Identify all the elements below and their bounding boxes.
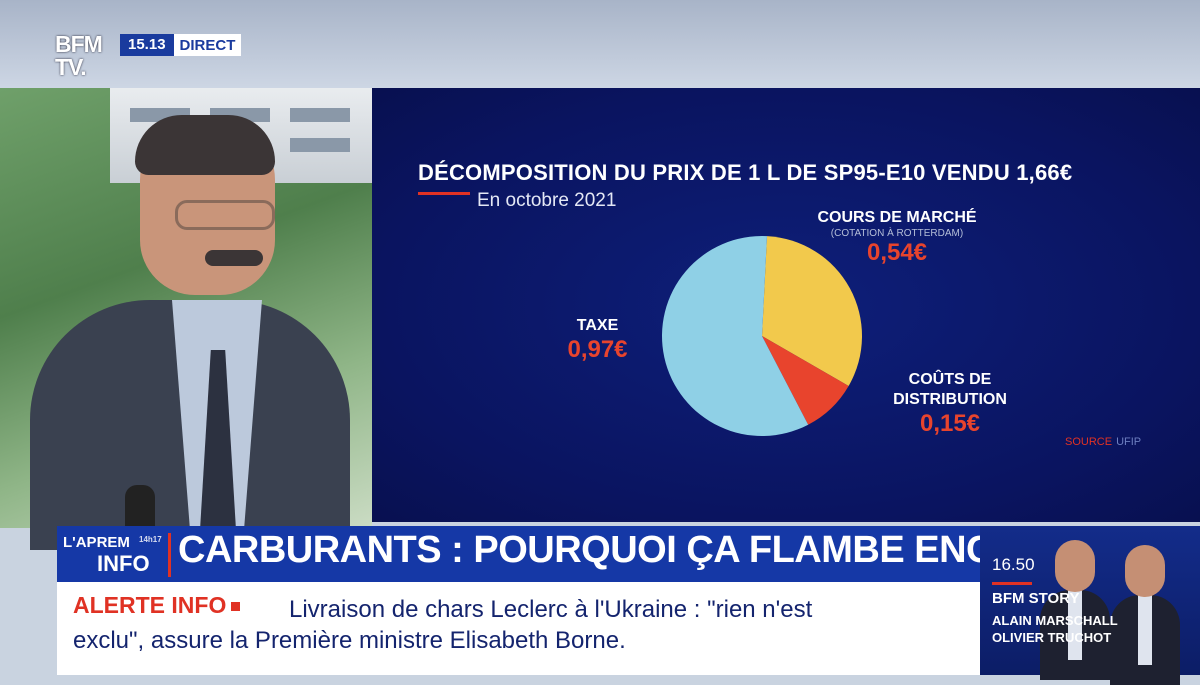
- presenter-hair: [135, 115, 275, 175]
- source-key: SOURCE: [1065, 436, 1113, 448]
- source-value: UFIP: [1116, 436, 1142, 448]
- label-distribution-line1: COÛTS DE: [908, 371, 992, 388]
- microphone-icon: [125, 485, 155, 530]
- ticker-line1: Livraison de chars Leclerc à l'Ukraine :…: [289, 596, 813, 623]
- next-show-rule: [992, 582, 1032, 585]
- alert-square-icon: [231, 602, 241, 612]
- label-tax-name: TAXE: [576, 317, 619, 334]
- headline-divider: [168, 533, 171, 577]
- channel-logo: BFM TV.: [55, 31, 103, 80]
- pie-chart: [662, 236, 862, 436]
- label-market-name: COURS DE MARCHÉ: [817, 209, 977, 226]
- next-anchor-1: ALAIN MARSCHALL: [992, 613, 1118, 628]
- label-tax: TAXE 0,97€: [555, 316, 640, 364]
- show-logo: L'APREM 14h17 INFO: [57, 526, 165, 582]
- show-logo-line2: INFO: [97, 551, 150, 576]
- label-distribution-line2: DISTRIBUTION: [893, 391, 1007, 408]
- news-ticker: [57, 582, 980, 675]
- next-show-title: BFM STORY: [992, 590, 1080, 607]
- mustache: [205, 250, 263, 266]
- label-market-value: 0,54€: [866, 239, 928, 266]
- label-market-note: (COTATION À ROTTERDAM): [830, 228, 964, 239]
- chart-subtitle: En octobre 2021: [477, 190, 617, 211]
- chart-title: DÉCOMPOSITION DU PRIX DE 1 L DE SP95-E10…: [418, 160, 1073, 185]
- headline-banner: [57, 526, 980, 582]
- chart-source: SOURCE UFIP: [1065, 436, 1141, 448]
- label-tax-value: 0,97€: [567, 336, 628, 363]
- pie-slice-2: [662, 236, 809, 436]
- clock-time: 15.13: [120, 34, 174, 56]
- headline-text: CARBURANTS : POURQUOI ÇA FLAMBE ENCORE: [178, 529, 1074, 571]
- label-market: COURS DE MARCHÉ (COTATION À ROTTERDAM) 0…: [812, 208, 982, 267]
- next-presenter-2: [1110, 545, 1190, 685]
- glasses: [175, 200, 275, 230]
- alert-info-label: ALERTE INFO: [73, 592, 241, 619]
- next-show-time: 16.50: [992, 555, 1035, 574]
- next-anchor-2: OLIVIER TRUCHOT: [992, 630, 1112, 645]
- ticker-text: Livraison de chars Leclerc à l'Ukraine :…: [73, 594, 943, 656]
- label-distribution: COÛTS DE DISTRIBUTION 0,15€: [890, 370, 1010, 438]
- show-logo-line1: L'APREM: [63, 534, 130, 551]
- pie-slice-1: [762, 336, 849, 425]
- ticker-line2: exclu", assure la Première ministre Elis…: [73, 627, 626, 654]
- show-logo-time: 14h17: [139, 535, 162, 544]
- pie-slice-0: [762, 236, 862, 386]
- next-presenter-1: [1040, 540, 1110, 680]
- live-label: DIRECT: [179, 36, 236, 54]
- title-accent-rule: [418, 192, 470, 195]
- live-badge: 15.13 DIRECT: [120, 34, 242, 56]
- label-distribution-value: 0,15€: [919, 410, 981, 437]
